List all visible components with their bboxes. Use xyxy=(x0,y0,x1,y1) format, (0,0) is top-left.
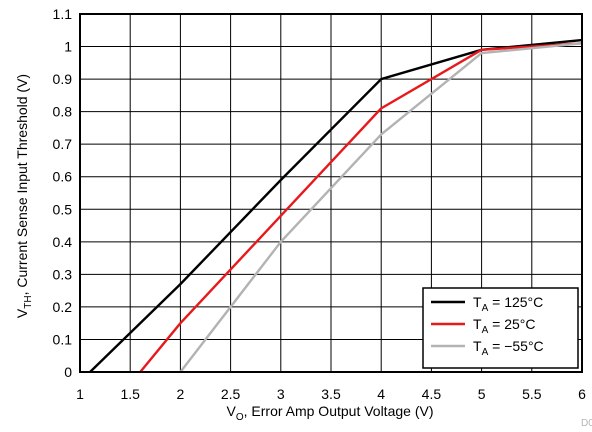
x-tick-label: 1 xyxy=(76,386,84,402)
x-tick-label: 5.5 xyxy=(522,386,542,402)
x-tick-label: 3.5 xyxy=(321,386,341,402)
y-axis-title-main: V xyxy=(14,308,30,318)
x-tick-label: 6 xyxy=(578,386,586,402)
y-tick-label: 1 xyxy=(64,39,72,55)
watermark-label: D0 xyxy=(581,418,592,427)
x-tick-label: 2.5 xyxy=(221,386,241,402)
legend: TA = 125°CTA = 25°CTA = −55°C xyxy=(422,287,579,369)
plot-frame xyxy=(79,13,583,373)
y-axis-title-subscript: TH xyxy=(23,295,34,308)
x-axis-title: VO, Error Amp Output Voltage (V) xyxy=(227,403,434,423)
x-tick-label: 2 xyxy=(177,386,185,402)
legend-label-2: TA = −55°C xyxy=(473,338,544,358)
series-line-1 xyxy=(139,42,583,373)
y-tick-labels: 0 0.1 0.2 0.3 0.4 0.5 0.6 0.7 0.8 0.9 1 1.1 xyxy=(53,6,73,380)
y-tick-label: 1.1 xyxy=(53,6,73,22)
x-axis-title-subscript: O xyxy=(236,412,244,423)
x-axis-title-main: V xyxy=(227,403,237,419)
x-axis-title-rest: , Error Amp Output Voltage (V) xyxy=(244,403,434,419)
x-tick-label: 4.5 xyxy=(422,386,442,402)
x-tick-label: 3 xyxy=(277,386,285,402)
y-tick-label: 0.4 xyxy=(53,234,73,250)
y-tick-label: 0.9 xyxy=(53,71,73,87)
x-tick-label: 1.5 xyxy=(120,386,140,402)
x-tick-label: 4 xyxy=(377,386,385,402)
legend-entries: TA = 125°CTA = 25°CTA = −55°C xyxy=(431,294,544,358)
y-tick-label: 0.7 xyxy=(53,136,73,152)
y-tick-label: 0.3 xyxy=(53,266,73,282)
legend-label-1: TA = 25°C xyxy=(473,316,535,336)
y-tick-label: 0 xyxy=(64,364,72,380)
x-tick-label: 5 xyxy=(478,386,486,402)
y-tick-label: 0.5 xyxy=(53,201,73,217)
y-tick-label: 0.1 xyxy=(53,331,73,347)
y-axis-title-rest: , Current Sense Input Threshold (V) xyxy=(14,74,30,296)
y-tick-label: 0.8 xyxy=(53,104,73,120)
x-tick-labels: 1 1.5 2 2.5 3 3.5 4 4.5 5 5.5 6 xyxy=(76,386,586,402)
y-tick-label: 0.6 xyxy=(53,169,73,185)
series-line-2 xyxy=(179,42,583,373)
legend-label-0: TA = 125°C xyxy=(473,294,543,314)
y-tick-label: 0.2 xyxy=(53,299,73,315)
y-axis-title: VTH, Current Sense Input Threshold (V) xyxy=(14,74,34,318)
series-lines xyxy=(89,38,583,373)
